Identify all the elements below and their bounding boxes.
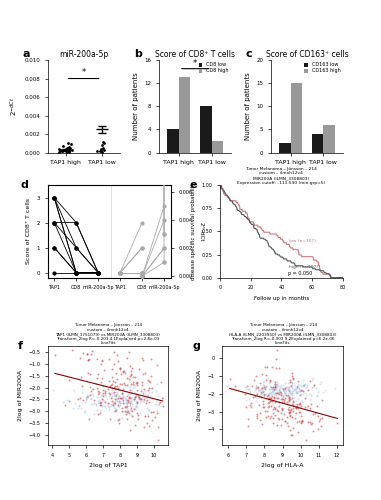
Point: [253, 384, 259, 392]
Point: [272, 405, 278, 413]
Point: [288, 431, 295, 439]
Point: [264, 363, 270, 371]
Point: [261, 402, 267, 410]
Point: [246, 396, 252, 404]
Point: [272, 382, 278, 390]
Point: [267, 392, 274, 400]
Point: [128, 368, 134, 376]
Point: [112, 397, 118, 405]
Point: [99, 374, 106, 382]
Point: [272, 380, 279, 388]
Point: [254, 412, 260, 420]
Point: [106, 378, 112, 386]
Point: [279, 390, 285, 398]
Point: [269, 384, 275, 392]
Point: [154, 409, 160, 417]
Point: [296, 382, 303, 390]
Point: [287, 408, 293, 416]
Point: [285, 380, 291, 388]
Point: [154, 361, 160, 369]
Point: [138, 395, 144, 403]
Point: [142, 397, 149, 405]
Point: [118, 414, 125, 422]
Point: [261, 380, 267, 388]
Point: [260, 380, 266, 388]
Point: [127, 362, 133, 370]
Point: [126, 397, 132, 405]
Point: [265, 412, 271, 420]
Point: [267, 378, 273, 386]
Point: [257, 416, 263, 424]
Point: [123, 394, 129, 402]
Point: [95, 410, 101, 418]
Point: [299, 398, 306, 406]
Point: [287, 376, 293, 384]
Point: [273, 382, 279, 390]
Point: [276, 386, 282, 394]
Bar: [323, 125, 335, 152]
Point: [285, 395, 291, 403]
Point: [106, 386, 112, 394]
Point: [156, 400, 162, 408]
Point: [277, 388, 283, 396]
Point: [128, 393, 134, 401]
Title: Tumor Melanoma – Jönsson – 214
custom – ilmnh12v4
MIR200A (ILMN_3308803)
Express: Tumor Melanoma – Jönsson – 214 custom – …: [237, 167, 325, 184]
Point: [265, 399, 271, 407]
Point: [309, 382, 315, 390]
Point: [146, 422, 152, 430]
Point: [266, 398, 272, 406]
Point: [281, 386, 287, 394]
Point: [108, 381, 114, 389]
Point: [112, 399, 118, 407]
Point: [100, 144, 106, 152]
Point: [148, 372, 154, 380]
Point: [111, 360, 117, 368]
Point: [253, 397, 259, 405]
Point: [83, 394, 89, 402]
Point: [113, 394, 119, 402]
Point: [103, 392, 109, 400]
Point: [280, 382, 287, 390]
Point: [91, 396, 97, 404]
Point: [123, 396, 129, 404]
Point: [110, 348, 117, 356]
Point: [287, 396, 293, 404]
Point: [317, 414, 323, 422]
Point: [114, 397, 120, 405]
Text: *: *: [193, 58, 197, 68]
Point: [114, 382, 120, 390]
Point: [137, 394, 143, 402]
Bar: [211, 141, 223, 152]
Point: [300, 387, 306, 395]
Point: [153, 397, 159, 405]
Point: [270, 408, 276, 416]
Point: [293, 404, 299, 412]
Point: [94, 374, 101, 382]
Point: [243, 403, 249, 411]
Point: [126, 401, 133, 409]
Point: [119, 394, 125, 402]
Point: [293, 388, 299, 396]
Point: [260, 386, 266, 394]
Point: [322, 386, 328, 394]
Point: [316, 416, 322, 424]
Point: [297, 400, 303, 408]
Point: [86, 414, 92, 422]
Point: [290, 397, 296, 405]
Point: [69, 146, 75, 154]
Point: [266, 390, 272, 398]
Point: [98, 146, 104, 154]
Point: [112, 400, 118, 408]
Point: [90, 392, 96, 400]
Point: [58, 146, 64, 154]
Point: [132, 404, 138, 411]
Point: [335, 419, 341, 427]
Point: [118, 370, 125, 378]
Point: [282, 398, 288, 406]
Point: [120, 392, 126, 400]
Point: [126, 375, 132, 383]
Point: [253, 372, 259, 380]
Point: [271, 403, 277, 411]
Point: [120, 396, 126, 404]
Point: [132, 393, 138, 401]
